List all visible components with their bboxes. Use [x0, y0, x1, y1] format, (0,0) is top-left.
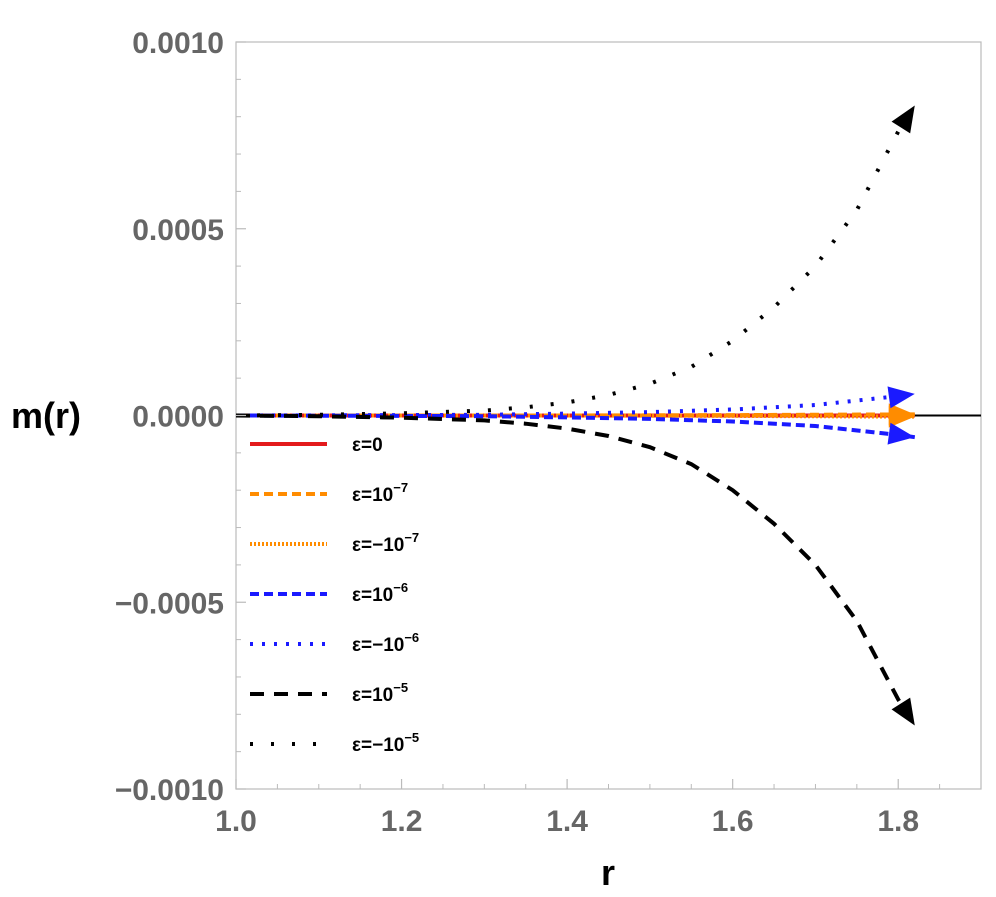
y-tick-label: 0.0000	[132, 401, 224, 434]
y-tick-label: −0.0005	[115, 587, 224, 620]
series-line-7	[235, 104, 917, 418]
series-layer	[235, 104, 917, 727]
x-axis-title: r	[601, 852, 615, 893]
series-arrowhead-3	[888, 405, 915, 428]
series-line-4	[235, 413, 916, 440]
axis-ticks: 1.0 1.2 1.4 1.6 1.8 0.0010 0.0005 0.0000 −0.0005…	[115, 27, 941, 838]
series-arrowhead-6	[891, 697, 915, 726]
series-line-5	[235, 391, 916, 418]
series-line-6	[235, 413, 917, 727]
y-tick-label: −0.0010	[115, 774, 224, 807]
legend: ε=0 ε=10−7 ε=−10−7 ε=10−6 ε=−10−6 ε=10−5 ε=−10…	[250, 435, 419, 756]
series-arrowhead-5	[887, 386, 915, 409]
legend-label-4: ε=10−6	[352, 580, 408, 606]
x-tick-label: 1.8	[877, 805, 919, 838]
legend-label-1: ε=0	[352, 435, 383, 456]
series-arrowhead-7	[891, 105, 915, 134]
legend-label-6: ε=10−5	[352, 680, 408, 706]
x-tick-label: 1.6	[712, 805, 754, 838]
y-tick-label: 0.0010	[132, 27, 224, 60]
y-axis-title: m(r)	[11, 395, 81, 436]
y-tick-label: 0.0005	[132, 214, 224, 247]
series-arrowhead-4	[887, 422, 915, 445]
legend-label-2: ε=10−7	[352, 480, 408, 506]
legend-label-3: ε=−10−7	[352, 530, 419, 556]
legend-label-5: ε=−10−6	[352, 630, 419, 656]
x-tick-label: 1.4	[546, 805, 588, 838]
x-tick-label: 1.2	[381, 805, 423, 838]
legend-label-7: ε=−10−5	[352, 730, 419, 756]
x-tick-label: 1.0	[215, 805, 257, 838]
